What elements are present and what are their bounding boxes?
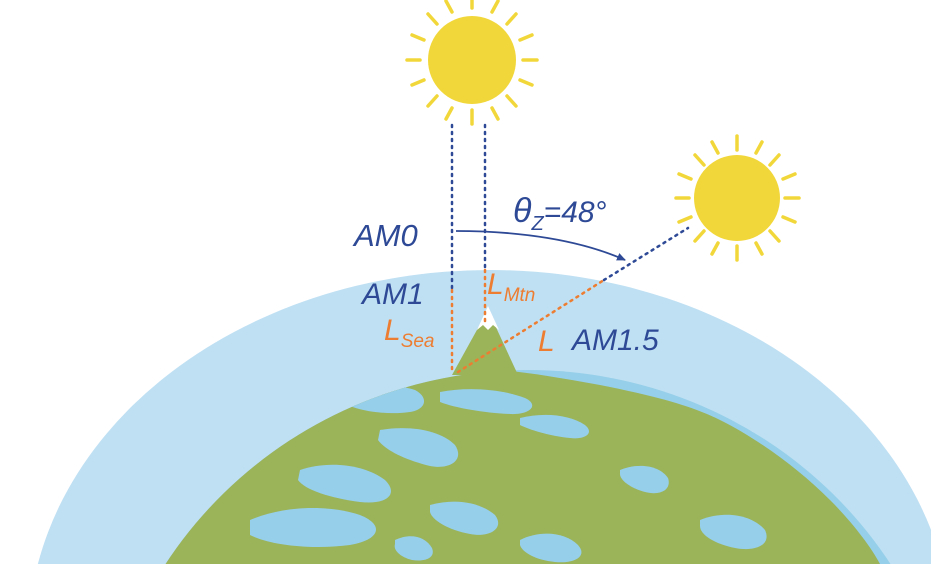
l-mtn-label: LMtn xyxy=(487,268,535,306)
earth-land xyxy=(150,370,880,564)
zenith-angle-label: θZ=48° xyxy=(513,192,607,235)
am15-ray-line xyxy=(602,226,690,282)
mountain xyxy=(452,306,518,375)
l-path-line xyxy=(456,278,606,374)
am15-label: AM1.5 xyxy=(570,324,659,357)
am0-label: AM0 xyxy=(352,218,418,253)
sun-slanted-icon xyxy=(674,134,801,262)
sun-zenith-icon xyxy=(405,0,539,126)
am1-label: AM1 xyxy=(360,278,424,311)
l-sea-label: LSea xyxy=(384,314,435,352)
l-path-label: L xyxy=(538,325,555,358)
zenith-angle-arrow xyxy=(455,230,626,261)
